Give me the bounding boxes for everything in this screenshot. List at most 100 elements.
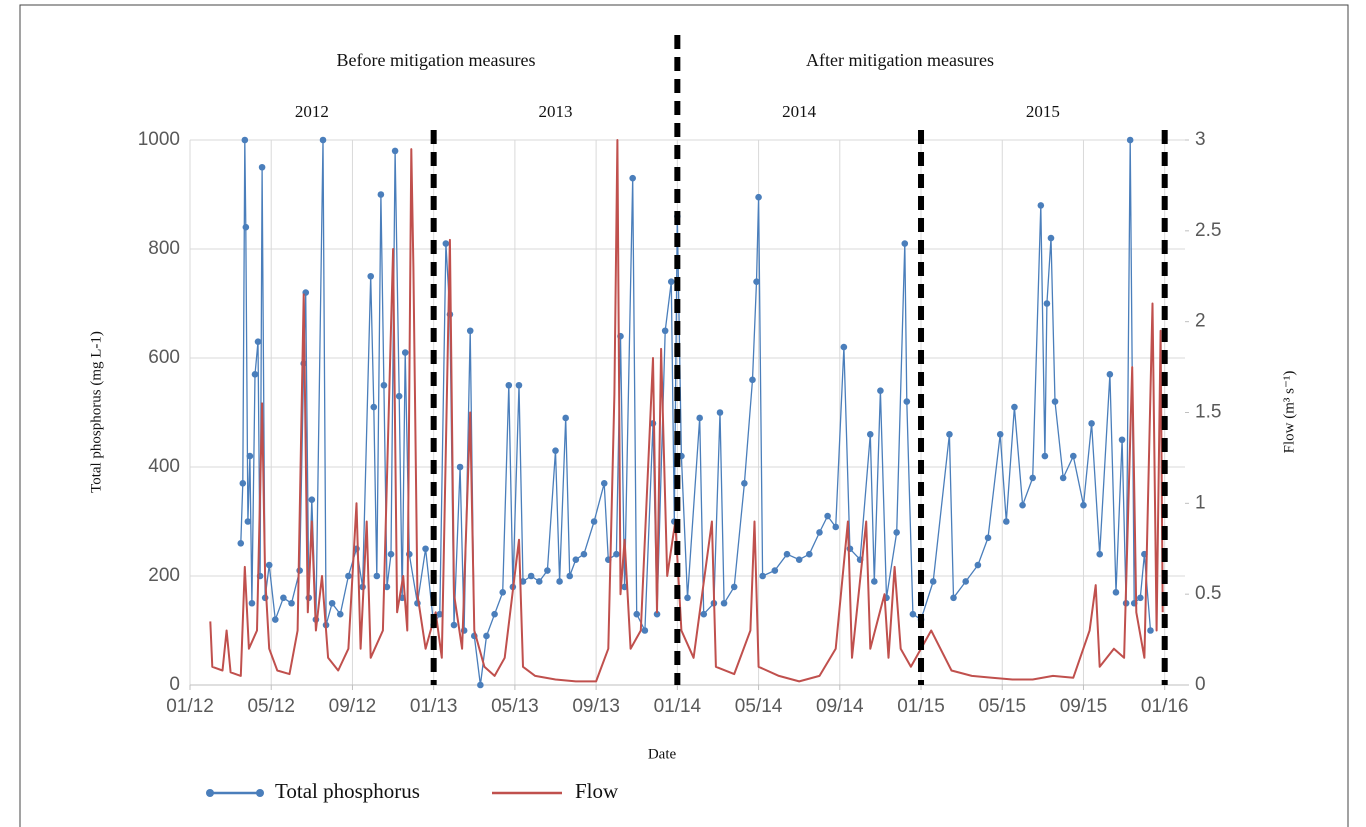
point (730, 583, 738, 591)
point (1029, 474, 1037, 482)
legend-marker (256, 789, 264, 797)
point (1088, 420, 1095, 427)
point (251, 371, 259, 378)
point (1051, 398, 1059, 405)
point (653, 610, 661, 618)
x-tick-label: 05/12 (247, 696, 295, 717)
x-tick-label: 09/15 (1060, 696, 1108, 717)
point (661, 327, 669, 335)
point (1070, 452, 1077, 460)
legend-label: Flow (575, 779, 619, 803)
point (456, 463, 464, 471)
point (527, 572, 535, 580)
point (436, 610, 444, 618)
point (258, 163, 266, 171)
point (1041, 452, 1049, 460)
legend-marker (206, 789, 214, 797)
point (629, 174, 636, 182)
point (1118, 436, 1126, 444)
point (556, 578, 563, 585)
point (783, 550, 791, 558)
point (832, 523, 840, 531)
point (962, 578, 969, 585)
point (580, 550, 588, 558)
year-label: 2013 (539, 102, 573, 121)
point (308, 496, 316, 504)
point (1011, 403, 1018, 411)
point (373, 572, 381, 580)
point (271, 616, 279, 623)
point (535, 578, 543, 585)
y-tick-label: 800 (148, 238, 180, 259)
point (450, 621, 458, 629)
point (903, 398, 911, 405)
point (929, 578, 937, 585)
series-line (209, 139, 1164, 683)
point (395, 392, 403, 400)
point (667, 278, 675, 286)
point (871, 578, 878, 585)
point (367, 272, 375, 280)
point (950, 594, 957, 602)
point (562, 414, 569, 422)
point (242, 223, 250, 231)
y2-tick-label: 3 (1195, 129, 1206, 150)
point (771, 567, 779, 574)
point (1047, 234, 1055, 242)
point (248, 599, 256, 607)
y2-tick-label: 2 (1195, 311, 1206, 332)
point (239, 480, 247, 487)
point (696, 414, 703, 422)
point (566, 572, 574, 580)
point (1112, 589, 1120, 596)
point (600, 480, 608, 487)
point (1147, 627, 1154, 634)
legend-label: Total phosphorus (275, 779, 420, 803)
point (909, 610, 917, 618)
point (422, 545, 429, 553)
y2-tick-label: 1.5 (1195, 402, 1221, 423)
point (483, 632, 490, 640)
point (946, 431, 953, 438)
point (1096, 550, 1104, 558)
point (1137, 594, 1144, 602)
annotation: Before mitigation measures (337, 50, 536, 70)
point (552, 447, 559, 454)
point (515, 381, 523, 389)
point (1043, 300, 1051, 307)
x-axis-title: Date (648, 746, 677, 762)
year-label: 2014 (782, 102, 817, 121)
point (391, 147, 399, 155)
x-tick-label: 05/15 (978, 696, 1026, 717)
point (336, 610, 344, 618)
year-label: 2015 (1026, 102, 1060, 121)
x-tick-label: 09/13 (572, 696, 620, 717)
point (254, 338, 262, 345)
point (816, 529, 823, 536)
point (866, 431, 874, 438)
point (505, 381, 513, 389)
point (241, 136, 249, 144)
point (806, 550, 813, 558)
point (700, 610, 708, 618)
point (387, 550, 395, 558)
x-tick-label: 09/12 (329, 696, 377, 717)
point (877, 387, 884, 395)
point (265, 561, 273, 569)
point (401, 349, 409, 356)
point (288, 599, 295, 607)
y-tick-label: 0 (169, 674, 180, 695)
point (974, 561, 982, 569)
point (641, 627, 649, 634)
y2-axis-title: Flow (m³ s⁻¹) (1281, 371, 1297, 454)
point (1106, 371, 1114, 378)
x-tick-label: 05/14 (735, 696, 783, 717)
point (633, 610, 641, 618)
frame (19, 4, 1349, 827)
point (590, 518, 598, 525)
annotation: After mitigation measures (806, 50, 994, 70)
point (246, 452, 254, 460)
point (840, 343, 848, 351)
point (893, 529, 900, 536)
